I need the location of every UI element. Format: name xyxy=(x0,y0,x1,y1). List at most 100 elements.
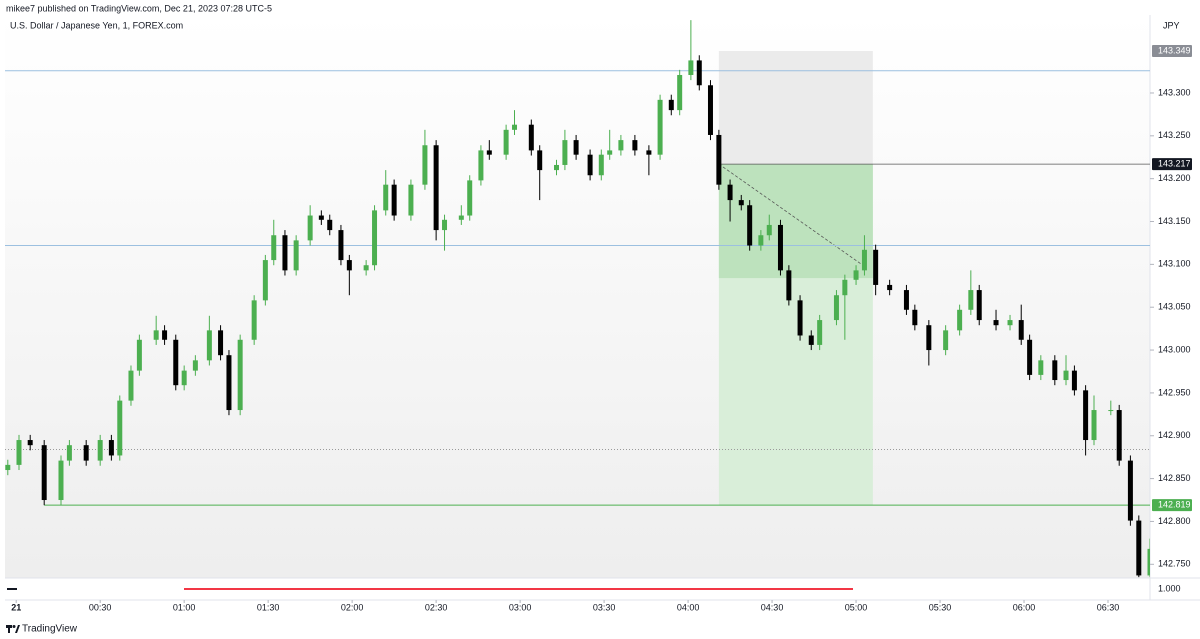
y-tick-label: 142.850 xyxy=(1158,473,1191,483)
candle-body xyxy=(833,295,839,321)
candle-body xyxy=(912,309,918,326)
candle-body xyxy=(458,215,464,220)
candle-body xyxy=(192,360,198,371)
candle-body xyxy=(478,150,484,181)
x-tick-label: 05:30 xyxy=(929,602,952,612)
x-tick-label: 00:30 xyxy=(89,602,112,612)
candle-body xyxy=(226,355,232,411)
x-tick-label: 05:00 xyxy=(845,602,868,612)
candle-body xyxy=(173,339,179,386)
x-tick-label: 02:00 xyxy=(341,602,364,612)
x-tick-label: 21 xyxy=(11,602,21,612)
candle-body xyxy=(383,184,389,211)
y-tick-label: 142.900 xyxy=(1158,430,1191,440)
candle-body xyxy=(1052,360,1058,381)
currency-label: JPY xyxy=(1163,20,1180,30)
candle-body xyxy=(873,249,879,285)
y-tick-label: 142.950 xyxy=(1158,387,1191,397)
candle-body xyxy=(1027,339,1033,375)
candle-body xyxy=(503,129,509,155)
candle-body xyxy=(797,300,803,336)
candle-body xyxy=(433,145,439,231)
y-tick-label: 142.750 xyxy=(1158,559,1191,569)
candle-body xyxy=(162,330,168,340)
candle-body xyxy=(738,200,744,206)
y-tick-label: 143.300 xyxy=(1158,87,1191,97)
price-badge-label: 143.217 xyxy=(1158,158,1191,168)
candle-body xyxy=(1127,460,1133,521)
candle-body xyxy=(307,215,313,241)
candle-body xyxy=(512,124,518,130)
candle-body xyxy=(727,184,733,201)
candle-body xyxy=(442,219,448,231)
price-badge-label: 142.819 xyxy=(1158,500,1191,510)
candle-body xyxy=(422,145,428,185)
candle-body xyxy=(1071,370,1077,391)
candle-body xyxy=(887,284,893,291)
y-tick-label: 143.250 xyxy=(1158,130,1191,140)
candle-body xyxy=(251,300,257,340)
candle-body xyxy=(136,339,142,371)
candle-body xyxy=(688,60,694,75)
candle-body xyxy=(677,74,683,111)
candle-body xyxy=(206,330,212,361)
x-tick-label: 04:00 xyxy=(677,602,700,612)
candle-body xyxy=(338,230,344,261)
x-tick-label: 04:30 xyxy=(761,602,784,612)
candle-body xyxy=(573,140,579,155)
candle-body xyxy=(528,124,534,151)
candle-body xyxy=(117,400,123,456)
candle-body xyxy=(1038,360,1044,375)
y-tick-label: 143.000 xyxy=(1158,344,1191,354)
candle-body xyxy=(467,180,473,216)
candle-body xyxy=(758,235,764,246)
price-badge xyxy=(1152,499,1192,512)
candle-body xyxy=(1108,410,1114,412)
candle-body xyxy=(1136,520,1142,576)
candle-body xyxy=(66,445,72,461)
candle-body xyxy=(16,440,22,465)
price-badge xyxy=(1152,44,1192,57)
candle-body xyxy=(861,249,867,271)
candle-body xyxy=(262,260,268,301)
candle-body xyxy=(108,440,114,456)
candle-body xyxy=(5,464,11,471)
candle-body xyxy=(128,370,134,401)
candle-body xyxy=(957,309,963,331)
plot-background xyxy=(5,15,1150,578)
candle-body xyxy=(1147,548,1150,576)
candle-body xyxy=(27,440,33,446)
candle-body xyxy=(408,184,414,216)
candle-body xyxy=(842,279,848,296)
candle-body xyxy=(817,320,823,345)
candle-body xyxy=(327,219,333,231)
x-tick-label: 01:00 xyxy=(173,602,196,612)
candle-body xyxy=(562,140,568,165)
candle-body xyxy=(1018,320,1024,340)
candle-body xyxy=(926,325,932,351)
candle-body xyxy=(153,330,159,340)
trend-line xyxy=(718,163,862,265)
brand-text: TradingView xyxy=(22,624,78,635)
candle-body xyxy=(486,150,492,155)
position-stop-zone xyxy=(718,50,873,165)
symbol-title: U.S. Dollar / Japanese Yen, 1, FOREX.com xyxy=(10,20,183,30)
y-tick-label: 143.050 xyxy=(1158,302,1191,312)
x-tick-label: 06:30 xyxy=(1097,602,1120,612)
candle-body xyxy=(237,339,243,411)
candle-body xyxy=(1091,410,1097,441)
y-tick-label: 143.200 xyxy=(1158,173,1191,183)
candle-body xyxy=(97,440,103,461)
candle-body xyxy=(943,330,949,351)
x-tick-label: 01:30 xyxy=(257,602,280,612)
candle-body xyxy=(747,205,753,246)
candle-body xyxy=(372,210,378,266)
candle-body xyxy=(271,235,277,261)
candle-body xyxy=(363,265,369,271)
x-tick-label: 06:00 xyxy=(1013,602,1036,612)
candle-body xyxy=(976,290,982,321)
candle-body xyxy=(668,99,674,111)
y-tick-label: 142.800 xyxy=(1158,516,1191,526)
candle-body xyxy=(607,150,613,155)
candle-body xyxy=(716,134,722,185)
